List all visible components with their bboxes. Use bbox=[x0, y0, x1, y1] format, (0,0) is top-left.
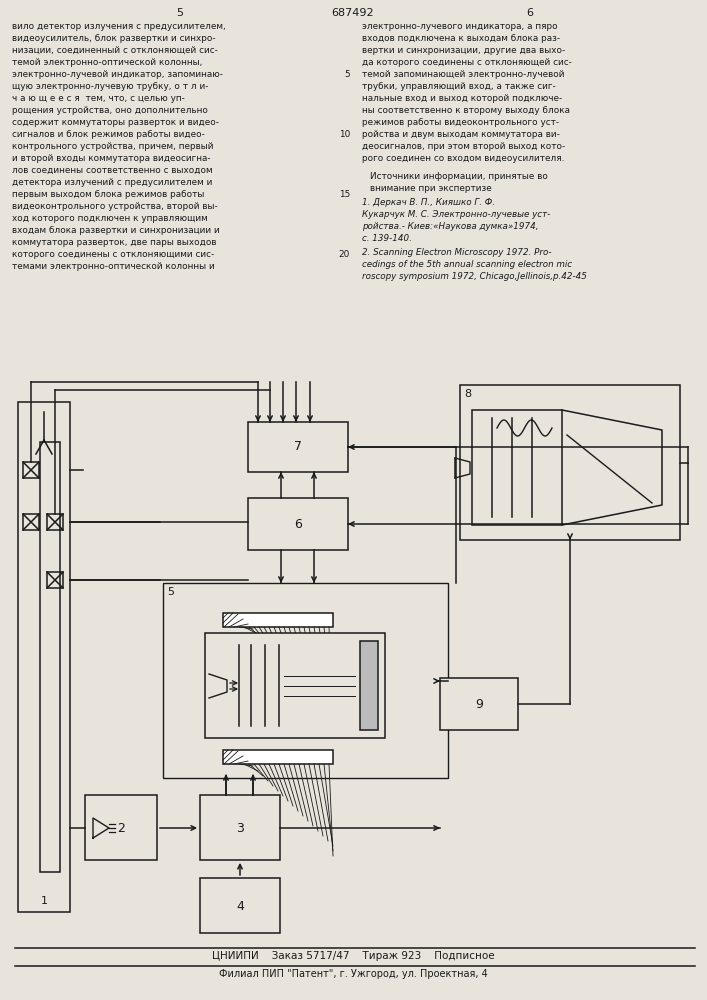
Text: внимание при экспертизе: внимание при экспертизе bbox=[370, 184, 492, 193]
Text: рощения устройства, оно дополнительно: рощения устройства, оно дополнительно bbox=[12, 106, 208, 115]
Bar bbox=[248, 422, 348, 472]
Text: вертки и синхронизации, другие два выхо-: вертки и синхронизации, другие два выхо- bbox=[362, 46, 566, 55]
Text: 5: 5 bbox=[167, 587, 174, 597]
Text: ройства и двум выходам коммутатора ви-: ройства и двум выходам коммутатора ви- bbox=[362, 130, 560, 139]
Text: 687492: 687492 bbox=[332, 8, 374, 18]
Text: 5: 5 bbox=[344, 70, 350, 79]
Text: 2. Scanning Electron Microscopy 1972. Pro-: 2. Scanning Electron Microscopy 1972. Pr… bbox=[362, 248, 551, 257]
Text: да которого соединены с отклоняющей сис-: да которого соединены с отклоняющей сис- bbox=[362, 58, 572, 67]
Text: детектора излучений с предусилителем и: детектора излучений с предусилителем и bbox=[12, 178, 212, 187]
Text: темой запоминающей электронно-лучевой: темой запоминающей электронно-лучевой bbox=[362, 70, 564, 79]
Text: Филиал ПИП "Патент", г. Ужгород, ул. Проектная, 4: Филиал ПИП "Патент", г. Ужгород, ул. Про… bbox=[218, 969, 487, 979]
Text: 1: 1 bbox=[40, 896, 47, 906]
Text: ЦНИИПИ    Заказ 5717/47    Тираж 923    Подписное: ЦНИИПИ Заказ 5717/47 Тираж 923 Подписное bbox=[211, 951, 494, 961]
Bar bbox=[460, 385, 680, 540]
Text: Источники информации, принятые во: Источники информации, принятые во bbox=[370, 172, 548, 181]
Text: содержит коммутаторы разверток и видео-: содержит коммутаторы разверток и видео- bbox=[12, 118, 219, 127]
Text: электронно-лучевой индикатор, запоминаю-: электронно-лучевой индикатор, запоминаю- bbox=[12, 70, 223, 79]
Bar bbox=[163, 583, 448, 778]
Bar bbox=[205, 633, 385, 738]
Text: 3: 3 bbox=[236, 822, 244, 834]
Text: вило детектор излучения с предусилителем,: вило детектор излучения с предусилителем… bbox=[12, 22, 226, 31]
Bar bbox=[200, 795, 280, 860]
Text: видеоусилитель, блок развертки и синхро-: видеоусилитель, блок развертки и синхро- bbox=[12, 34, 216, 43]
Bar bbox=[440, 678, 518, 730]
Text: которого соединены с отклоняющими сис-: которого соединены с отклоняющими сис- bbox=[12, 250, 214, 259]
Text: контрольного устройства, причем, первый: контрольного устройства, причем, первый bbox=[12, 142, 214, 151]
Text: щую электронно-лучевую трубку, о т л и-: щую электронно-лучевую трубку, о т л и- bbox=[12, 82, 209, 91]
Text: 5: 5 bbox=[177, 8, 184, 18]
Text: 2: 2 bbox=[117, 822, 125, 834]
Text: низации, соединенный с отклоняющей сис-: низации, соединенный с отклоняющей сис- bbox=[12, 46, 218, 55]
Text: электронно-лучевого индикатора, а пяро: электронно-лучевого индикатора, а пяро bbox=[362, 22, 558, 31]
Text: 8: 8 bbox=[464, 389, 471, 399]
Bar bbox=[223, 750, 333, 764]
Text: 9: 9 bbox=[475, 698, 483, 710]
Bar bbox=[85, 795, 157, 860]
Text: с. 139-140.: с. 139-140. bbox=[362, 234, 412, 243]
Bar bbox=[472, 410, 562, 525]
Text: ны соответственно к второму выходу блока: ны соответственно к второму выходу блока bbox=[362, 106, 570, 115]
Text: темой электронно-оптической колонны,: темой электронно-оптической колонны, bbox=[12, 58, 202, 67]
Text: коммутатора разверток, две пары выходов: коммутатора разверток, две пары выходов bbox=[12, 238, 216, 247]
Bar bbox=[223, 613, 333, 627]
Text: 6: 6 bbox=[527, 8, 534, 18]
Text: сигналов и блок режимов работы видео-: сигналов и блок режимов работы видео- bbox=[12, 130, 205, 139]
Bar bbox=[360, 641, 378, 730]
Bar bbox=[40, 442, 60, 872]
Text: ход которого подключен к управляющим: ход которого подключен к управляющим bbox=[12, 214, 208, 223]
Text: ройства.- Киев:«Наукова думка»1974,: ройства.- Киев:«Наукова думка»1974, bbox=[362, 222, 539, 231]
Text: 20: 20 bbox=[339, 250, 350, 259]
Text: roscopy symposium 1972, Chicago,Jellinois,p.42-45: roscopy symposium 1972, Chicago,Jellinoi… bbox=[362, 272, 587, 281]
Text: трубки, управляющий вход, а также сиг-: трубки, управляющий вход, а также сиг- bbox=[362, 82, 556, 91]
Text: и второй входы коммутатора видеосигна-: и второй входы коммутатора видеосигна- bbox=[12, 154, 211, 163]
Text: режимов работы видеоконтрольного уст-: режимов работы видеоконтрольного уст- bbox=[362, 118, 559, 127]
Bar bbox=[248, 498, 348, 550]
Bar bbox=[47, 572, 63, 588]
Text: 15: 15 bbox=[339, 190, 350, 199]
Text: темами электронно-оптической колонны и: темами электронно-оптической колонны и bbox=[12, 262, 215, 271]
Text: ч а ю щ е е с я  тем, что, с целью уп-: ч а ю щ е е с я тем, что, с целью уп- bbox=[12, 94, 185, 103]
Text: входам блока развертки и синхронизации и: входам блока развертки и синхронизации и bbox=[12, 226, 220, 235]
Text: видеоконтрольного устройства, второй вы-: видеоконтрольного устройства, второй вы- bbox=[12, 202, 218, 211]
Text: нальные вход и выход которой подключе-: нальные вход и выход которой подключе- bbox=[362, 94, 562, 103]
Text: Кукарчук М. С. Электронно-лучевые уст-: Кукарчук М. С. Электронно-лучевые уст- bbox=[362, 210, 550, 219]
Text: 10: 10 bbox=[339, 130, 350, 139]
Text: 4: 4 bbox=[236, 900, 244, 912]
Text: 1. Деркач В. П., Кияшко Г. Ф.: 1. Деркач В. П., Кияшко Г. Ф. bbox=[362, 198, 495, 207]
Text: 7: 7 bbox=[294, 440, 302, 454]
Text: рого соединен со входом видеоусилителя.: рого соединен со входом видеоусилителя. bbox=[362, 154, 564, 163]
Bar bbox=[47, 514, 63, 530]
Text: входов подключена к выходам блока раз-: входов подключена к выходам блока раз- bbox=[362, 34, 560, 43]
Bar bbox=[200, 878, 280, 933]
Text: деосигналов, при этом второй выход кото-: деосигналов, при этом второй выход кото- bbox=[362, 142, 566, 151]
Text: 6: 6 bbox=[294, 518, 302, 530]
Bar bbox=[23, 462, 39, 478]
Text: cedings of the 5th annual scanning electron mic: cedings of the 5th annual scanning elect… bbox=[362, 260, 572, 269]
Bar bbox=[23, 514, 39, 530]
Text: лов соединены соответственно с выходом: лов соединены соответственно с выходом bbox=[12, 166, 213, 175]
Bar bbox=[18, 402, 70, 912]
Text: первым выходом блока режимов работы: первым выходом блока режимов работы bbox=[12, 190, 204, 199]
